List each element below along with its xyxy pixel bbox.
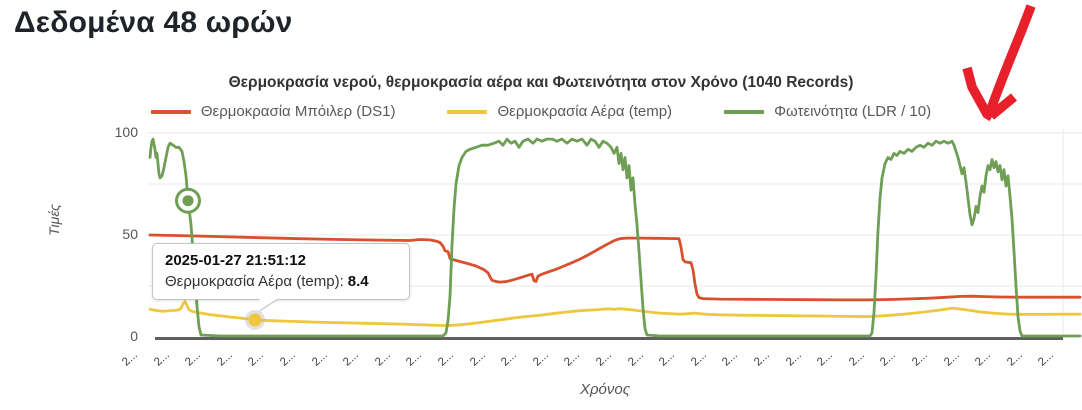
red-arrow-annotation-icon [962, 66, 995, 122]
y-axis-tick-label: 0 [130, 328, 138, 344]
y-axis-tick-label: 50 [122, 226, 138, 242]
legend-swatch-green [724, 109, 765, 114]
legend-item-boiler[interactable]: Θερμοκρασία Μπόιλερ (DS1) [150, 103, 396, 120]
chart-legend: Θερμοκρασία Μπόιλερ (DS1) Θερμοκρασία Αέ… [0, 103, 1082, 120]
chart-tooltip: 2025-01-27 21:51:12 Θερμοκρασία Αέρα (te… [152, 243, 410, 313]
tooltip-value: 8.4 [347, 273, 369, 290]
chart-title: Θερμοκρασία νερού, θερμοκρασία αέρα και … [228, 74, 854, 91]
tooltip-value-row: Θερμοκρασία Αέρα (temp): 8.4 [165, 271, 397, 293]
legend-label: Θερμοκρασία Αέρα (temp) [497, 103, 673, 120]
series-line-0 [148, 233, 1082, 302]
legend-swatch-red [150, 109, 191, 114]
legend-label: Θερμοκρασία Μπόιλερ (DS1) [200, 103, 396, 120]
legend-label: Φωτεινότητα (LDR / 10) [774, 103, 932, 120]
red-arrow-annotation-icon [987, 93, 1018, 120]
x-axis-title: Χρόνος [579, 381, 631, 398]
legend-swatch-yellow [447, 109, 488, 114]
series-line-2 [148, 137, 1082, 338]
highlight-ring-dot [182, 195, 194, 207]
legend-item-air-temp[interactable]: Θερμοκρασία Αέρα (temp) [447, 103, 672, 120]
red-arrow-annotation-icon [985, 4, 1036, 114]
y-axis-tick-label: 100 [114, 124, 138, 140]
series-line-1 [148, 300, 1082, 327]
page-title: Δεδομένα 48 ωρών [14, 6, 293, 39]
tooltip-caret-icon [258, 297, 277, 313]
highlight-dot-marker[interactable] [248, 313, 262, 327]
tooltip-timestamp: 2025-01-27 21:51:12 [165, 252, 306, 269]
tooltip-series-label: Θερμοκρασία Αέρα (temp): [165, 273, 344, 290]
legend-item-ldr[interactable]: Φωτεινότητα (LDR / 10) [724, 103, 931, 120]
